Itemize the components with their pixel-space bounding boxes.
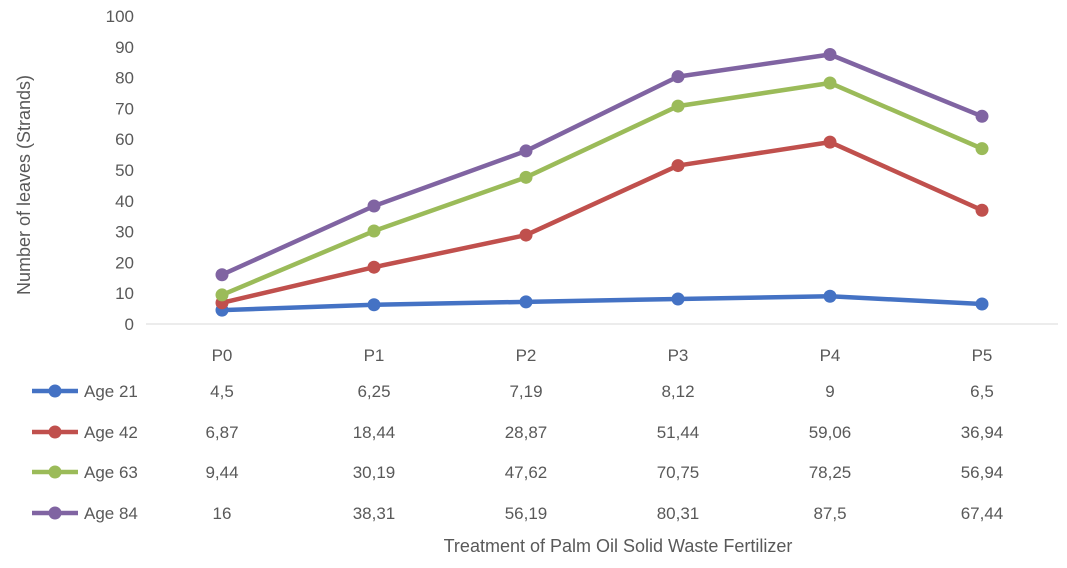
table-cell: 8,12 (661, 382, 694, 401)
table-cell: 80,31 (657, 504, 700, 523)
y-tick-label: 100 (106, 7, 134, 26)
data-point (671, 159, 685, 173)
x-axis-title: Treatment of Palm Oil Solid Waste Fertil… (444, 536, 793, 556)
series-line (219, 52, 985, 277)
y-tick-label: 30 (115, 223, 134, 242)
table-cell: 18,44 (353, 423, 396, 442)
table-cell: 30,19 (353, 463, 396, 482)
table-cell: 6,87 (205, 423, 238, 442)
data-point (519, 170, 533, 184)
y-tick-label: 50 (115, 161, 134, 180)
data-point (367, 298, 381, 312)
table-cell: 9 (825, 382, 834, 401)
table-cell: 4,5 (210, 382, 234, 401)
data-point (519, 144, 533, 158)
table-cell: 38,31 (353, 504, 396, 523)
x-tick-label: P2 (516, 346, 537, 365)
table-row: Age 42 6,87 18,44 28,87 51,44 59,06 36,94 (32, 423, 1003, 442)
table-cell: 7,19 (509, 382, 542, 401)
series-group (215, 48, 989, 282)
series-group (215, 135, 989, 310)
x-tick-label: P1 (364, 346, 385, 365)
table-row: Age 21 4,5 6,25 7,19 8,12 9 6,5 (32, 382, 994, 401)
data-point (519, 228, 533, 242)
legend-marker (48, 506, 62, 520)
data-point (975, 142, 989, 156)
y-tick-label: 0 (125, 315, 134, 334)
table-cell: 47,62 (505, 463, 548, 482)
data-point (367, 199, 381, 213)
x-tick-label: P4 (820, 346, 841, 365)
data-point (975, 203, 989, 217)
data-point (367, 260, 381, 274)
data-point (671, 99, 685, 113)
table-cell: 78,25 (809, 463, 852, 482)
y-tick-label: 70 (115, 99, 134, 118)
y-tick-label: 90 (115, 38, 134, 57)
data-point (823, 135, 837, 149)
data-point (823, 289, 837, 303)
series-line (219, 80, 985, 298)
x-tick-label: P0 (212, 346, 233, 365)
y-tick-label: 10 (115, 284, 134, 303)
table-cell: 59,06 (809, 423, 852, 442)
data-point (823, 48, 837, 61)
y-tick-label: 80 (115, 69, 134, 88)
y-tick-label: 40 (115, 192, 134, 211)
table-cell: 28,87 (505, 423, 548, 442)
y-axis-ticks: 0 10 20 30 40 50 60 70 80 90 100 (106, 7, 134, 334)
legend-marker (48, 384, 62, 398)
table-cell: 36,94 (961, 423, 1004, 442)
data-point (367, 224, 381, 238)
x-tick-label: P3 (668, 346, 689, 365)
data-point (671, 292, 685, 306)
table-cell: 56,94 (961, 463, 1004, 482)
y-axis-title: Number of leaves (Strands) (14, 75, 34, 295)
series-line (219, 294, 985, 313)
legend-label: Age 84 (84, 504, 138, 523)
table-cell: 51,44 (657, 423, 700, 442)
table-cell: 67,44 (961, 504, 1004, 523)
table-cell: 70,75 (657, 463, 700, 482)
series-group (215, 289, 989, 317)
table-cell: 6,5 (970, 382, 994, 401)
y-tick-label: 20 (115, 253, 134, 272)
table-row: Age 63 9,44 30,19 47,62 70,75 78,25 56,94 (32, 463, 1003, 482)
data-point (215, 268, 229, 282)
series-lines (215, 48, 989, 317)
data-point (975, 297, 989, 311)
x-axis-categories: P0 P1 P2 P3 P4 P5 (212, 346, 993, 365)
legend-marker (48, 425, 62, 439)
data-point (975, 109, 989, 123)
table-cell: 6,25 (357, 382, 390, 401)
y-tick-label: 60 (115, 130, 134, 149)
table-cell: 56,19 (505, 504, 548, 523)
data-point (215, 288, 229, 302)
legend-label: Age 21 (84, 382, 138, 401)
table-cell: 9,44 (205, 463, 238, 482)
table-cell: 87,5 (813, 504, 846, 523)
data-point (823, 76, 837, 90)
series-line (219, 139, 985, 306)
legend-label: Age 42 (84, 423, 138, 442)
legend-marker (48, 465, 62, 479)
data-point (519, 295, 533, 309)
data-point (671, 70, 685, 84)
series-group (215, 76, 989, 302)
legend-label: Age 63 (84, 463, 138, 482)
data-table: Age 21 4,5 6,25 7,19 8,12 9 6,5 Age 42 6,87 18,44… (32, 382, 1003, 523)
table-row: Age 84 16 38,31 56,19 80,31 87,5 67,44 (32, 504, 1003, 523)
table-cell: 16 (213, 504, 232, 523)
x-tick-label: P5 (972, 346, 993, 365)
